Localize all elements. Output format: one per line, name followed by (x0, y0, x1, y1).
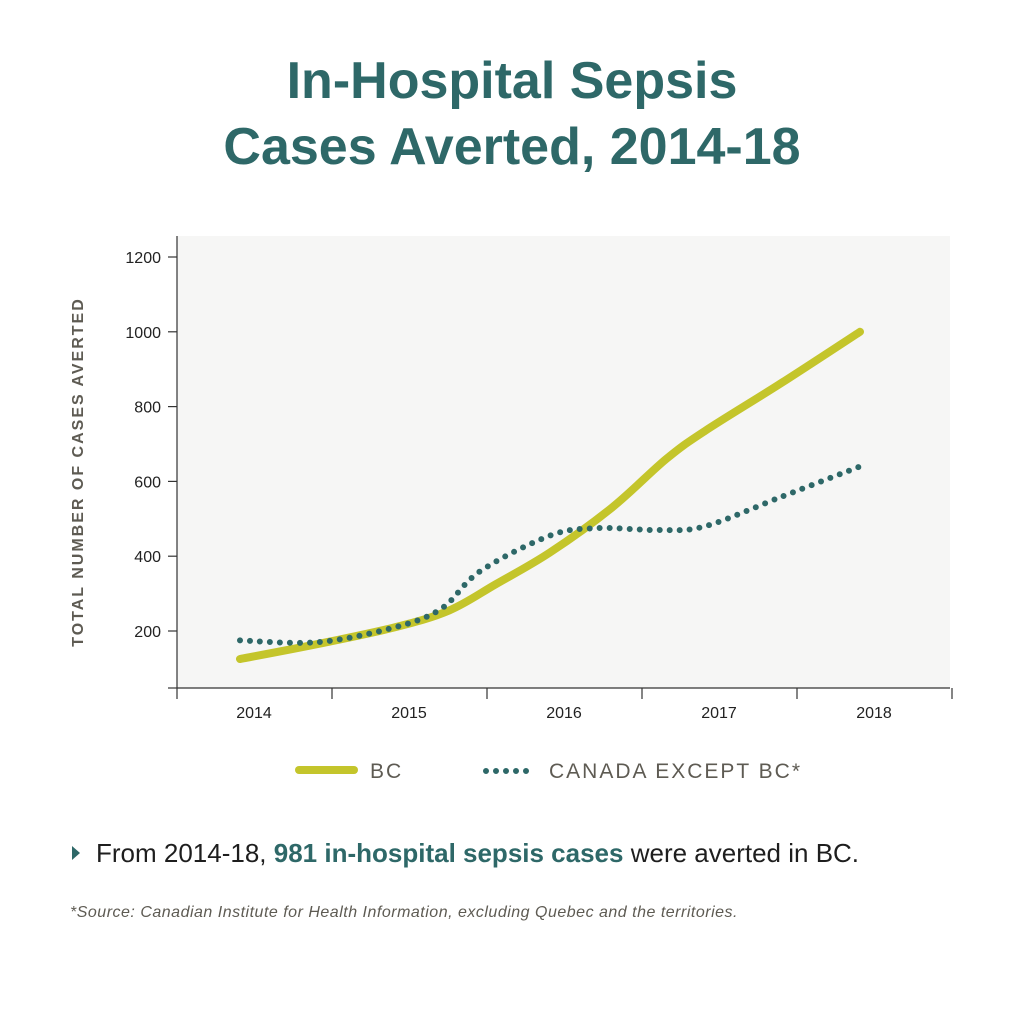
y-tick-label: 200 (134, 624, 161, 641)
key-finding: From 2014-18, 981 in-hospital sepsis cas… (72, 838, 859, 869)
legend-label-canada: CANADA EXCEPT BC* (549, 760, 802, 783)
y-tick-label: 1200 (125, 250, 161, 267)
series-layer (236, 327, 864, 664)
caret-right-icon (72, 846, 80, 861)
y-ticks: 200 400 600 800 1000 1200 (125, 250, 177, 689)
y-tick-label: 800 (134, 400, 161, 417)
legend-item-canada: CANADA EXCEPT BC* (483, 760, 802, 783)
chart-title: In-Hospital Sepsis Cases Averted, 2014-1… (0, 48, 1024, 180)
plot-area (177, 236, 950, 688)
legend: BC CANADA EXCEPT BC* (295, 760, 802, 783)
x-tick-label: 2015 (391, 705, 427, 722)
x-tick-label: 2014 (236, 705, 272, 722)
legend-item-bc: BC (295, 760, 403, 783)
y-tick-label: 600 (134, 474, 161, 491)
x-tick-label: 2016 (546, 705, 582, 722)
chart-title-line-2: Cases Averted, 2014-18 (223, 118, 801, 176)
series-line-canada (237, 463, 863, 646)
y-tick-label: 400 (134, 549, 161, 566)
y-axis-title: TOTAL NUMBER OF CASES AVERTED (70, 297, 87, 647)
source-footnote: *Source: Canadian Institute for Health I… (70, 904, 738, 921)
x-ticks: 2014 2015 2016 2017 2018 (176, 688, 953, 722)
x-tick-label: 2017 (701, 705, 737, 722)
key-finding-suffix: were averted in BC. (623, 838, 860, 868)
key-finding-prefix: From 2014-18, (96, 838, 274, 868)
legend-label-bc: BC (370, 760, 403, 783)
y-tick-label: 1000 (125, 325, 161, 342)
chart-title-line-1: In-Hospital Sepsis (286, 52, 738, 110)
x-tick-label: 2018 (856, 705, 892, 722)
key-finding-highlight: 981 in-hospital sepsis cases (273, 838, 624, 868)
